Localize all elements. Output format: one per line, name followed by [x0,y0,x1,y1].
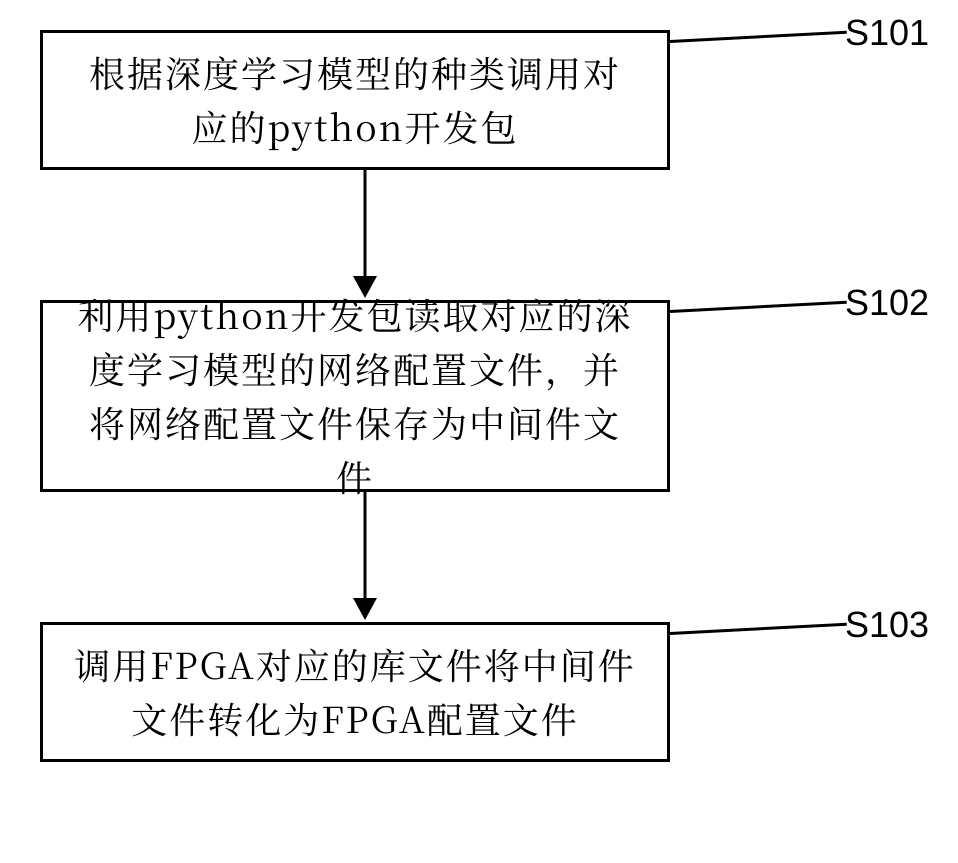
label-connector-line-3 [670,623,847,635]
flowchart-step-2: 利用python开发包读取对应的深度学习模型的网络配置文件，并将网络配置文件保存… [40,300,670,492]
flowchart-diagram: 根据深度学习模型的种类调用对应的python开发包 S101 利用python开… [0,0,958,863]
step-label-3: S103 [845,604,929,646]
flowchart-arrow-1 [353,170,377,298]
flowchart-step-3: 调用FPGA对应的库文件将中间件文件转化为FPGA配置文件 [40,622,670,762]
step-text: 利用python开发包读取对应的深度学习模型的网络配置文件，并将网络配置文件保存… [73,288,637,504]
step-text: 调用FPGA对应的库文件将中间件文件转化为FPGA配置文件 [73,638,637,746]
step-label-2: S102 [845,282,929,324]
step-text: 根据深度学习模型的种类调用对应的python开发包 [73,46,637,154]
flowchart-arrow-2 [353,492,377,620]
step-label-1: S101 [845,12,929,54]
label-connector-line-2 [670,301,847,313]
label-connector-line-1 [670,31,847,43]
flowchart-step-1: 根据深度学习模型的种类调用对应的python开发包 [40,30,670,170]
